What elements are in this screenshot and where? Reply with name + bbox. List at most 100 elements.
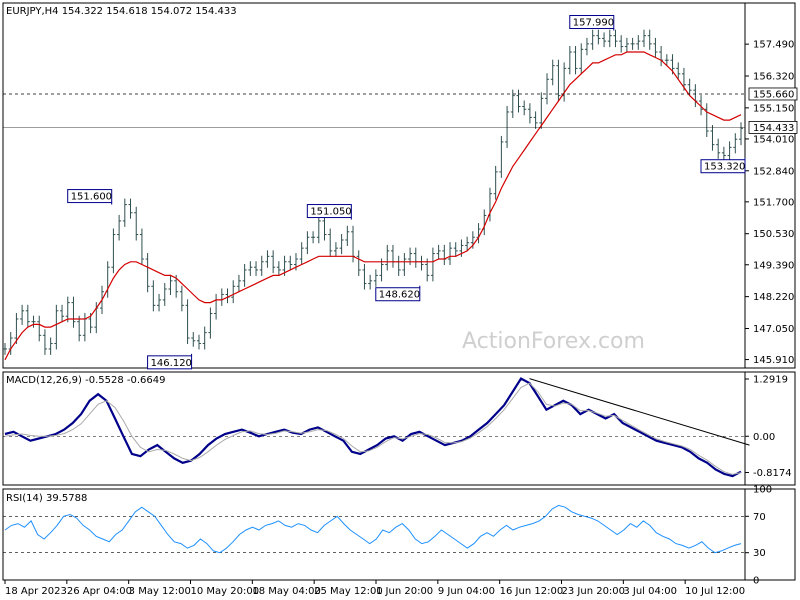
price-bar <box>430 247 435 282</box>
watermark-group: ActionForex.com <box>462 329 645 354</box>
price-bar <box>242 263 247 287</box>
price-bar <box>25 304 30 328</box>
x-tick-label: 18 Apr 2023 <box>5 586 67 597</box>
panel-frame-1 <box>2 371 796 486</box>
x-tick-label: 10 May 20:00 <box>191 586 260 597</box>
price-bar <box>299 242 304 266</box>
price-bar <box>539 92 544 129</box>
panel-frame-2 <box>2 488 796 581</box>
price-bar <box>442 244 447 266</box>
price-bar <box>550 59 555 86</box>
macd-panel: 1.2919 0.00 -0.8174 <box>3 375 792 479</box>
price-bar <box>556 59 561 102</box>
price-bar <box>545 73 550 105</box>
price-bar <box>727 141 732 162</box>
price-bar <box>522 100 527 116</box>
price-axis-tick-label: 156.320 <box>753 72 794 83</box>
macd-axis-tick-label: -0.8174 <box>753 468 792 479</box>
x-tick-label: 1 Jun 20:00 <box>376 586 433 597</box>
price-bar <box>505 105 510 148</box>
level-annotation-box <box>147 355 193 370</box>
price-bar <box>710 125 715 151</box>
price-bar <box>139 228 144 266</box>
level-annotation-box <box>306 204 352 219</box>
price-bar <box>157 293 162 312</box>
price-axis-tick-label: 152.840 <box>753 166 794 177</box>
price-bar <box>619 35 624 53</box>
price-bar <box>596 29 601 45</box>
price-bar <box>590 29 595 50</box>
x-tick-label: 16 Jun 12:00 <box>500 586 564 597</box>
price-bar <box>20 304 25 325</box>
level-annotation-box <box>375 287 421 302</box>
price-bar <box>225 288 230 304</box>
price-bar <box>516 89 521 113</box>
price-bar <box>636 35 641 50</box>
price-bar <box>208 307 213 339</box>
price-bar <box>448 242 453 266</box>
price-bar <box>191 332 196 347</box>
level-annotation-box <box>67 189 113 204</box>
price-bar <box>48 337 53 355</box>
price-bar <box>214 293 219 320</box>
price-bar <box>676 62 681 80</box>
price-hline-label: 154.433 <box>753 123 794 134</box>
price-panel: 157.490 156.320 155.150 154.010 152.840 151.7… <box>3 15 798 370</box>
macd-signal-line <box>4 382 742 475</box>
price-bar <box>362 263 367 290</box>
price-bar <box>265 250 270 268</box>
macd-title: MACD(12,26,9) -0.5528 -0.6649 <box>6 375 166 386</box>
price-bar <box>128 198 133 219</box>
price-bar <box>716 138 721 159</box>
price-bar <box>465 236 470 252</box>
x-tick-label: 25 May 12:00 <box>314 586 383 597</box>
price-bar <box>402 253 407 276</box>
price-bar <box>196 334 201 350</box>
price-title: EURJPY,H4 154.322 154.618 154.072 154.43… <box>6 6 237 17</box>
price-bar <box>111 228 116 274</box>
price-bar <box>413 247 418 268</box>
macd-axis-tick-label: 0.00 <box>753 432 775 443</box>
price-bar <box>236 274 241 293</box>
price-bar <box>71 296 76 328</box>
price-bar <box>419 255 424 271</box>
price-bar <box>54 304 59 350</box>
price-bar <box>390 244 395 268</box>
price-bar <box>613 29 618 48</box>
price-bar <box>168 274 173 295</box>
price-bar <box>179 285 184 312</box>
price-bar <box>687 78 692 97</box>
level-annotation-label: 157.990 <box>573 18 614 29</box>
price-bar <box>584 37 589 56</box>
price-bar <box>276 261 281 276</box>
price-hline-label-box <box>748 87 798 101</box>
price-bar <box>288 255 293 271</box>
price-bar <box>653 37 658 59</box>
price-hline-label: 155.660 <box>753 89 794 100</box>
level-annotation-label: 146.120 <box>151 358 192 369</box>
price-axis-tick-label: 155.150 <box>753 103 794 114</box>
rsi-axis-tick-label: 70 <box>753 512 766 523</box>
price-bar <box>373 269 378 287</box>
price-bar <box>573 46 578 75</box>
price-axis-tick-label: 147.050 <box>753 324 794 335</box>
price-bar <box>664 54 669 67</box>
x-tick-label: 3 May 12:00 <box>129 586 191 597</box>
price-bar <box>322 214 327 241</box>
x-axis: 18 Apr 2023 26 Apr 04:003 May 12:00 10 May… <box>4 580 745 597</box>
price-bar <box>202 326 207 350</box>
price-axis-tick-label: 151.700 <box>753 197 794 208</box>
moving-average-line <box>4 51 742 361</box>
price-bar <box>453 242 458 257</box>
price-bar <box>151 280 156 312</box>
price-bar <box>630 37 635 50</box>
macd-trendline <box>529 378 750 446</box>
price-bar <box>60 304 65 323</box>
rsi-axis-tick-label: 100 <box>753 485 772 496</box>
price-bar <box>721 146 726 162</box>
price-bar <box>408 247 413 266</box>
rsi-line <box>4 504 742 554</box>
rsi-axis-tick-label: 30 <box>753 548 766 559</box>
price-bar <box>162 283 167 306</box>
price-bar <box>693 84 698 108</box>
